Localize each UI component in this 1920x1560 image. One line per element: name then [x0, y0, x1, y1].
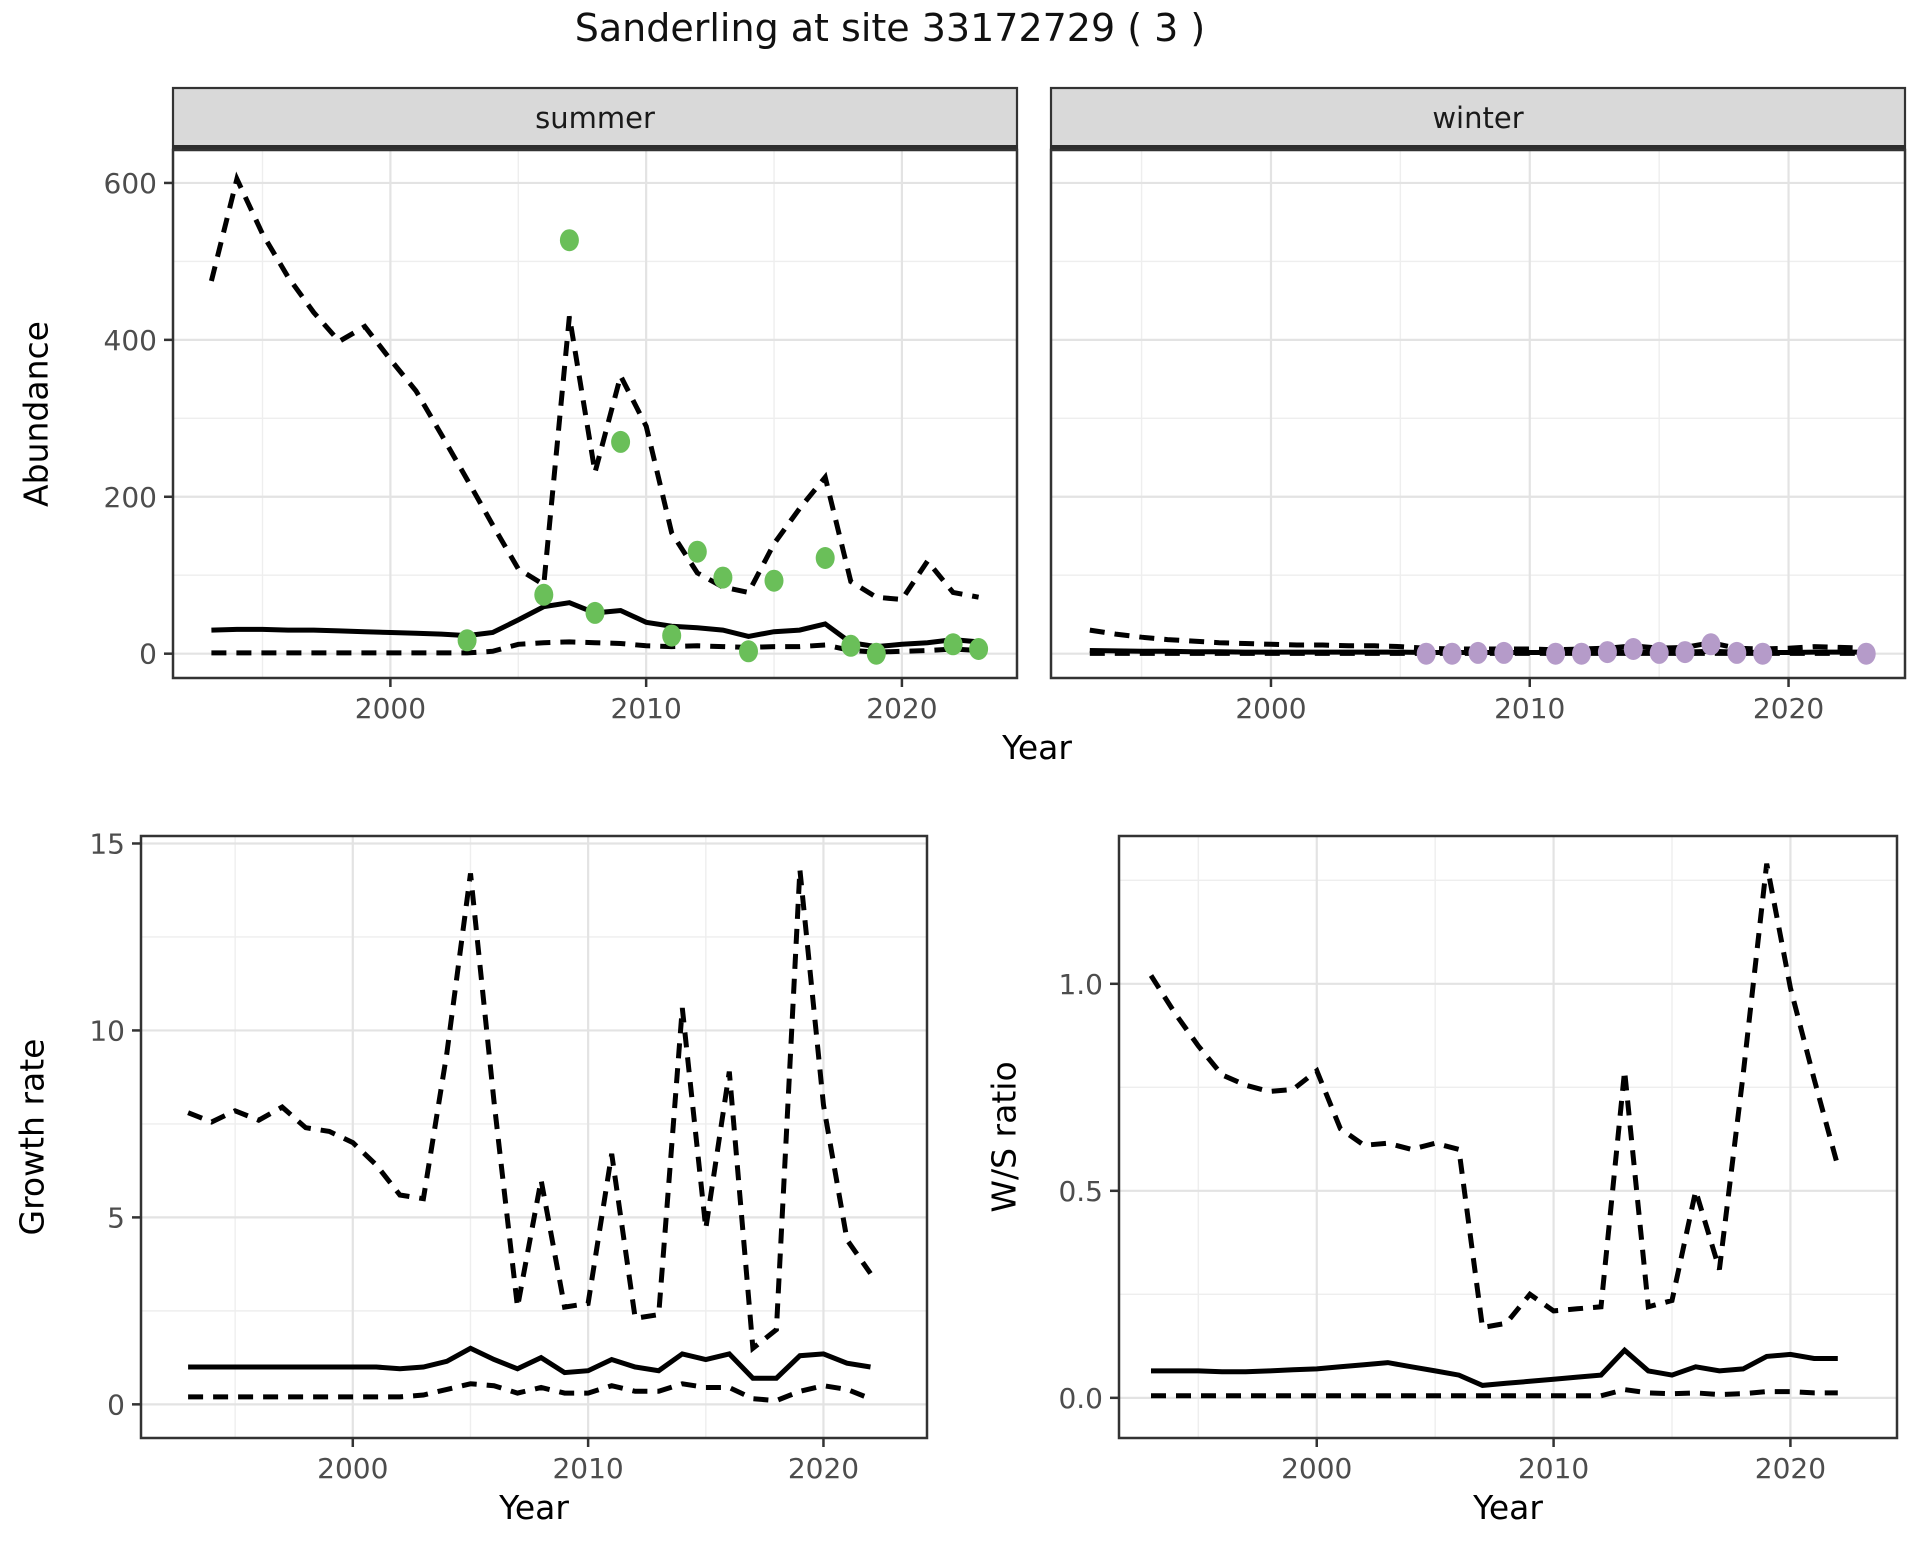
- facet-strip-summer: [171, 86, 1019, 150]
- data-point-observed-counts: [1468, 641, 1488, 664]
- x-tick-label: 2020: [788, 1452, 859, 1485]
- panel-ws-ratio: 2000 2010 2020 0.0 0.5 1.0: [1058, 834, 1899, 1485]
- data-point-observed-counts: [1597, 641, 1617, 664]
- x-tick-label: 2020: [1755, 1452, 1826, 1485]
- data-point-observed-counts: [1494, 641, 1514, 664]
- y-tick-label: 400: [104, 324, 157, 357]
- series-estimate: [188, 1345, 871, 1381]
- x-axis-title-year-top: Year: [1002, 728, 1072, 767]
- series-upper_95ci: [208, 171, 980, 603]
- y-axis-title-abundance: Abundance: [16, 321, 56, 507]
- page-title: Sanderling at site 33172729 ( 3 ): [574, 6, 1206, 50]
- data-point-observed-counts: [1649, 641, 1669, 664]
- data-point-observed-counts: [1701, 633, 1721, 656]
- series-estimate: [1151, 1346, 1838, 1388]
- x-tick-label: 2020: [866, 692, 937, 725]
- data-point-observed-counts: [1727, 641, 1747, 664]
- data-point-observed-counts: [1572, 642, 1591, 665]
- data-point-observed-counts: [1442, 642, 1462, 665]
- y-tick-label: 15: [89, 827, 125, 860]
- panel-abundance-winter: winter 2000 2010 2020: [1049, 86, 1907, 725]
- data-point-observed-counts: [662, 624, 682, 647]
- facet-label-winter: winter: [1432, 101, 1523, 135]
- y-tick-label: 5: [107, 1201, 125, 1234]
- x-tick-label: 2010: [1518, 1452, 1589, 1485]
- data-point-observed-counts: [1416, 642, 1436, 665]
- y-axis-title-growth-rate: Growth rate: [12, 1038, 52, 1236]
- y-tick-label: 0: [107, 1388, 125, 1421]
- data-point-observed-counts: [611, 430, 631, 453]
- y-tick-label: 0: [139, 638, 157, 671]
- data-point-observed-counts: [713, 566, 733, 589]
- y-tick-label: 10: [89, 1014, 125, 1047]
- x-tick-label: 2010: [552, 1452, 623, 1485]
- data-point-observed-counts: [969, 638, 989, 660]
- data-point-observed-counts: [559, 229, 579, 252]
- x-tick-label: 2000: [355, 692, 426, 725]
- x-tick-label: 2010: [611, 692, 682, 725]
- series-lower_95ci: [188, 1381, 872, 1404]
- facet-label-summer: summer: [535, 101, 655, 135]
- y-axis-title-ws-ratio: W/S ratio: [984, 1061, 1024, 1213]
- x-tick-label: 2010: [1494, 692, 1565, 725]
- x-tick-label: 2000: [317, 1452, 388, 1485]
- data-point-observed-counts: [943, 633, 963, 656]
- data-point-observed-counts: [866, 642, 886, 665]
- facet-strip-winter: [1049, 86, 1907, 150]
- data-point-observed-counts: [687, 540, 707, 563]
- x-tick-label: 2000: [1235, 692, 1306, 725]
- x-tick-label: 2000: [1281, 1452, 1352, 1485]
- data-point-observed-counts: [1623, 638, 1643, 660]
- x-axis-title-year-ws: Year: [1473, 1488, 1543, 1527]
- data-point-observed-counts: [1546, 642, 1566, 665]
- series-lower_95ci: [1151, 1387, 1838, 1399]
- panel-abundance-summer: summer 2000 2010 2020 0 200 400 600: [104, 86, 1019, 725]
- series-lower_95ci: [211, 639, 979, 656]
- data-point-observed-counts: [1753, 642, 1773, 665]
- y-tick-label: 0.5: [1058, 1175, 1103, 1208]
- y-tick-label: 1.0: [1058, 968, 1103, 1001]
- x-tick-label: 2020: [1753, 692, 1824, 725]
- data-point-observed-counts: [815, 547, 835, 569]
- series-upper_95ci: [187, 869, 873, 1354]
- panel-growth-rate: 2000 2010 2020 0 5 10 15: [89, 827, 929, 1485]
- data-point-observed-counts: [1675, 641, 1695, 664]
- y-tick-label: 200: [104, 481, 157, 514]
- series-upper_95ci: [1148, 863, 1841, 1331]
- data-point-observed-counts: [739, 640, 758, 663]
- data-point-observed-counts: [1856, 642, 1876, 665]
- data-point-observed-counts: [534, 583, 554, 606]
- data-point-observed-counts: [457, 629, 477, 652]
- data-point-observed-counts: [585, 601, 605, 624]
- y-tick-label: 600: [104, 167, 157, 200]
- y-tick-label: 0.0: [1058, 1382, 1103, 1415]
- x-axis-title-year-growth: Year: [499, 1488, 569, 1527]
- data-point-observed-counts: [764, 569, 784, 592]
- data-point-observed-counts: [841, 634, 861, 657]
